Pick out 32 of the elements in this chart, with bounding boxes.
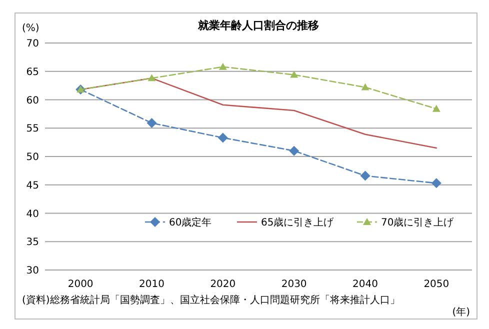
- y-tick-label: 70: [26, 38, 39, 50]
- x-tick-label: 2010: [139, 279, 164, 290]
- y-tick-label: 35: [26, 237, 39, 248]
- legend-label: 70歳に引き上げ: [381, 216, 455, 228]
- y-tick-label: 45: [26, 180, 39, 192]
- point: [432, 104, 440, 112]
- x-tick-label: 2000: [68, 279, 94, 290]
- y-tick-label: 55: [26, 124, 39, 135]
- x-axis-title: (年): [452, 306, 470, 318]
- legend-label: 60歳定年: [169, 216, 212, 228]
- point: [431, 178, 442, 188]
- point: [146, 118, 157, 128]
- x-tick-label: 2020: [210, 279, 236, 290]
- point: [290, 70, 298, 78]
- x-tick-label: 2050: [424, 279, 450, 290]
- y-axis-title: (%): [22, 23, 40, 34]
- x-tick-label: 2030: [281, 279, 307, 290]
- text: (資料)総務省統計局「国勢調査」、国立社会保障・人口問題研究所「将来推計人口」: [22, 294, 400, 306]
- point: [218, 132, 228, 143]
- point: [360, 170, 370, 181]
- chart-title: 就業年齢人口割合の推移: [197, 19, 319, 32]
- point: [148, 74, 156, 82]
- y-tick-label: 40: [26, 208, 39, 220]
- x-tick-label: 2040: [352, 279, 378, 290]
- point: [289, 146, 300, 156]
- y-tick-label: 30: [26, 266, 39, 276]
- y-tick-label: 50: [26, 152, 39, 163]
- point: [218, 62, 227, 70]
- y-tick-label: 60: [26, 95, 39, 106]
- point: [361, 83, 370, 90]
- y-tick-label: 65: [26, 66, 39, 78]
- legend-label: 65歳に引き上げ: [261, 216, 335, 228]
